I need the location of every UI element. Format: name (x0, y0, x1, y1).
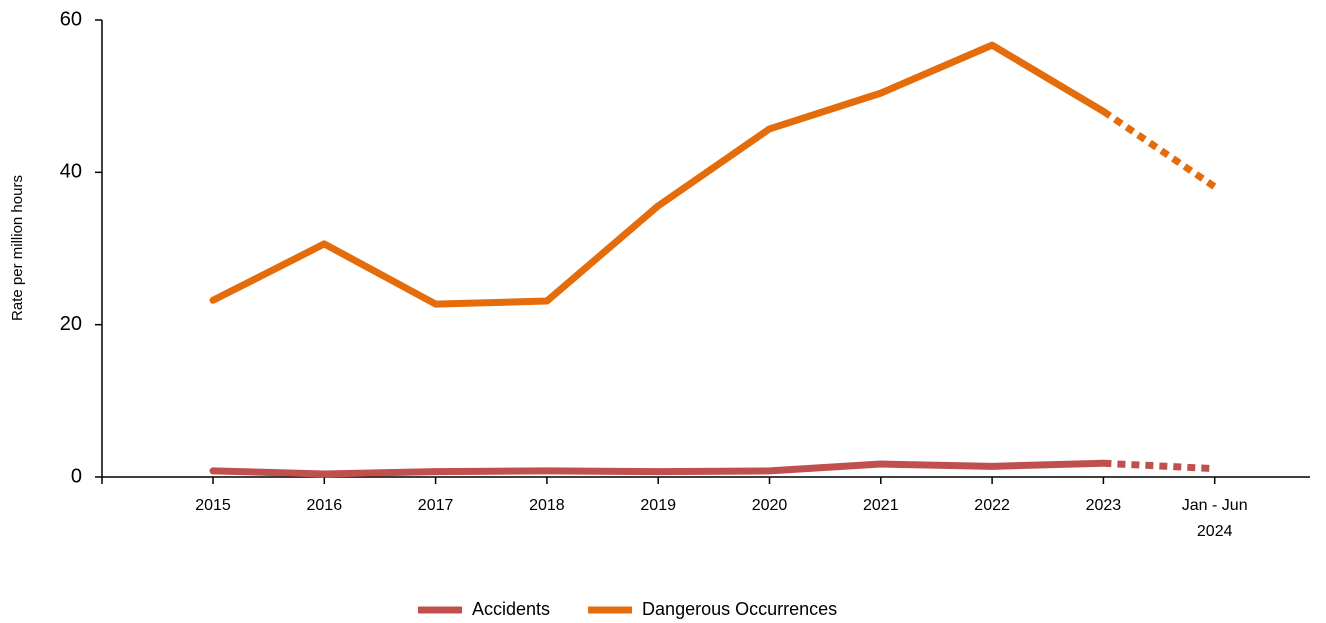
series-line (209, 459, 1107, 478)
legend-label: Dangerous Occurrences (642, 599, 837, 619)
x-tick-label: 2020 (751, 497, 788, 514)
x-tick-label: Jan - Jun 2024 (1181, 497, 1248, 540)
x-tick-label: 2022 (974, 497, 1010, 514)
series-line (1103, 459, 1215, 473)
y-tick-label: 20 (60, 313, 82, 335)
y-axis-label: Rate per million hours (9, 175, 26, 321)
x-tick-label: 2016 (306, 497, 343, 514)
y-tick-label: 40 (60, 161, 82, 183)
y-tick-label: 60 (60, 8, 82, 30)
series-line (1101, 108, 1217, 190)
x-tick-label: 2017 (417, 497, 454, 514)
x-tick-label: 2015 (195, 497, 231, 514)
x-tick-label: 2018 (529, 497, 565, 514)
y-tick-label: 0 (71, 465, 82, 487)
legend-label: Accidents (472, 599, 550, 619)
x-tick-label: 2019 (640, 497, 676, 514)
x-tick-label: 2023 (1085, 497, 1122, 514)
x-tick-label: 2021 (863, 497, 899, 514)
series-line (209, 41, 1107, 308)
